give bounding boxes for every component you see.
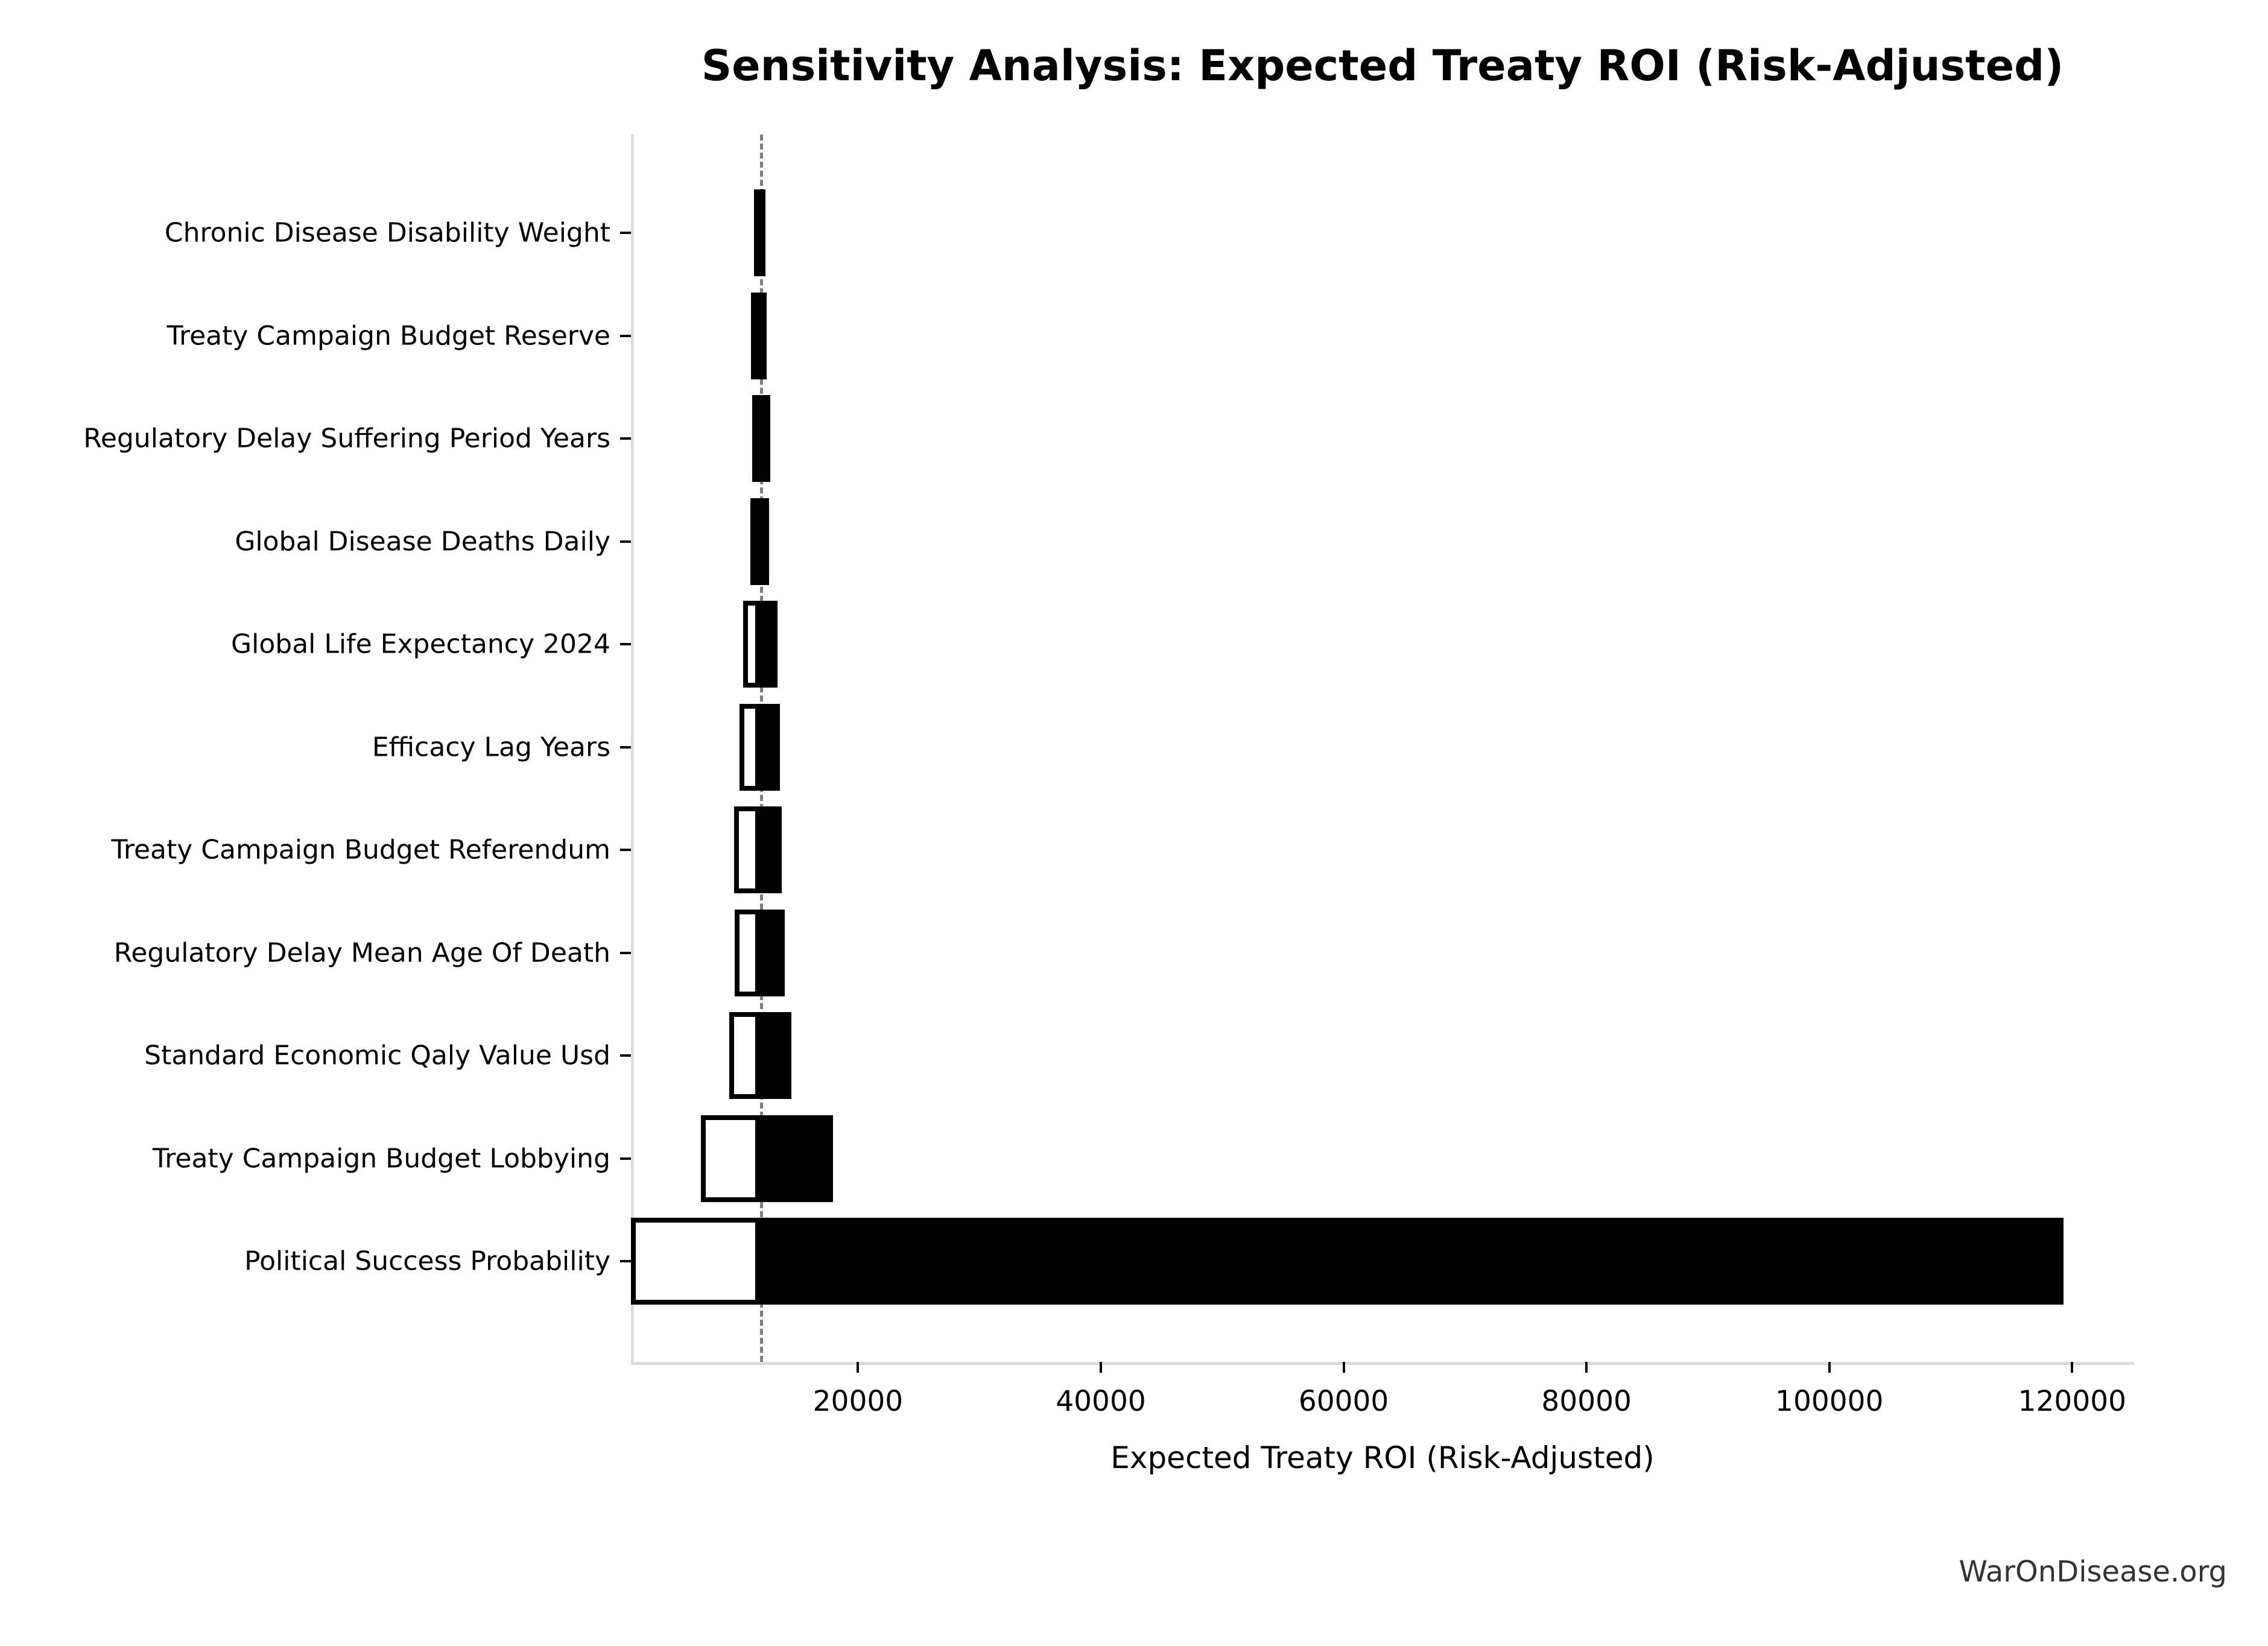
tornado-bar-low — [734, 806, 761, 893]
x-tick-label: 60000 — [1298, 1385, 1389, 1418]
tornado-bar-high — [760, 292, 767, 379]
x-tick-mark — [857, 1362, 860, 1373]
x-tick-mark — [2071, 1362, 2074, 1373]
tornado-bar-high — [760, 1115, 834, 1202]
tornado-bar-low — [700, 1115, 761, 1202]
x-tick-label: 80000 — [1541, 1385, 1632, 1418]
tornado-bar-low — [751, 292, 761, 379]
tornado-bar-high — [760, 1012, 791, 1099]
x-axis-label: Expected Treaty ROI (Risk-Adjusted) — [1110, 1440, 1655, 1475]
tornado-bar-high — [760, 703, 780, 791]
y-tick-mark — [620, 540, 631, 543]
tornado-bar-low — [735, 909, 761, 996]
y-tick-label: Regulatory Delay Mean Age Of Death — [113, 937, 610, 968]
y-tick-mark — [620, 849, 631, 851]
tornado-bar-low — [729, 1012, 761, 1099]
x-tick-label: 20000 — [812, 1385, 904, 1418]
y-tick-label: Chronic Disease Disability Weight — [164, 217, 610, 248]
y-tick-mark — [620, 643, 631, 645]
plot-area: Chronic Disease Disability Weight Treaty … — [83, 135, 2134, 1418]
tornado-bar-high — [760, 601, 778, 688]
tornado-bar-high — [760, 806, 782, 893]
x-tick-mark — [1100, 1362, 1102, 1373]
x-tick-mark — [1585, 1362, 1588, 1373]
tornado-bar-low — [754, 189, 764, 276]
tornado-bar-high — [760, 909, 785, 996]
y-tick-label: Global Disease Deaths Daily — [235, 526, 610, 557]
tornado-bar-high — [760, 498, 770, 585]
y-tick-mark — [620, 232, 631, 234]
tornado-bar-low — [631, 1218, 761, 1305]
y-tick-label: Regulatory Delay Suffering Period Years — [83, 423, 610, 454]
watermark-text: WarOnDisease.org — [1959, 1555, 2227, 1589]
y-tick-mark — [620, 437, 631, 440]
x-tick-label: 120000 — [2018, 1385, 2127, 1418]
y-tick-mark — [620, 951, 631, 954]
y-tick-mark — [620, 1054, 631, 1057]
y-tick-mark — [620, 1157, 631, 1160]
y-tick-label: Treaty Campaign Budget Reserve — [166, 320, 610, 351]
tornado-bar-high — [760, 395, 771, 482]
y-tick-label: Efficacy Lag Years — [372, 732, 610, 762]
y-tick-label: Treaty Campaign Budget Referendum — [111, 834, 610, 866]
y-tick-label: Treaty Campaign Budget Lobbying — [152, 1143, 610, 1174]
y-tick-mark — [620, 745, 631, 749]
y-tick-mark — [620, 1260, 631, 1262]
x-tick-mark — [1828, 1362, 1831, 1373]
bottom-spine — [631, 1362, 2134, 1365]
y-tick-label: Political Success Probability — [244, 1246, 610, 1277]
tornado-bar-high — [760, 1218, 2064, 1305]
tornado-bar-low — [743, 601, 761, 688]
tornado-bar-low — [750, 498, 761, 585]
x-tick-mark — [1342, 1362, 1345, 1373]
x-tick-label: 100000 — [1775, 1385, 1884, 1418]
tornado-bar-low — [752, 395, 762, 482]
y-tick-mark — [620, 334, 631, 337]
x-tick-label: 40000 — [1056, 1385, 1146, 1418]
left-spine — [631, 135, 634, 1362]
y-tick-label: Standard Economic Qaly Value Usd — [144, 1040, 610, 1071]
tornado-bar-low — [740, 703, 761, 791]
y-tick-label: Global Life Expectancy 2024 — [231, 628, 610, 660]
chart-title: Sensitivity Analysis: Expected Treaty RO… — [701, 41, 2064, 90]
